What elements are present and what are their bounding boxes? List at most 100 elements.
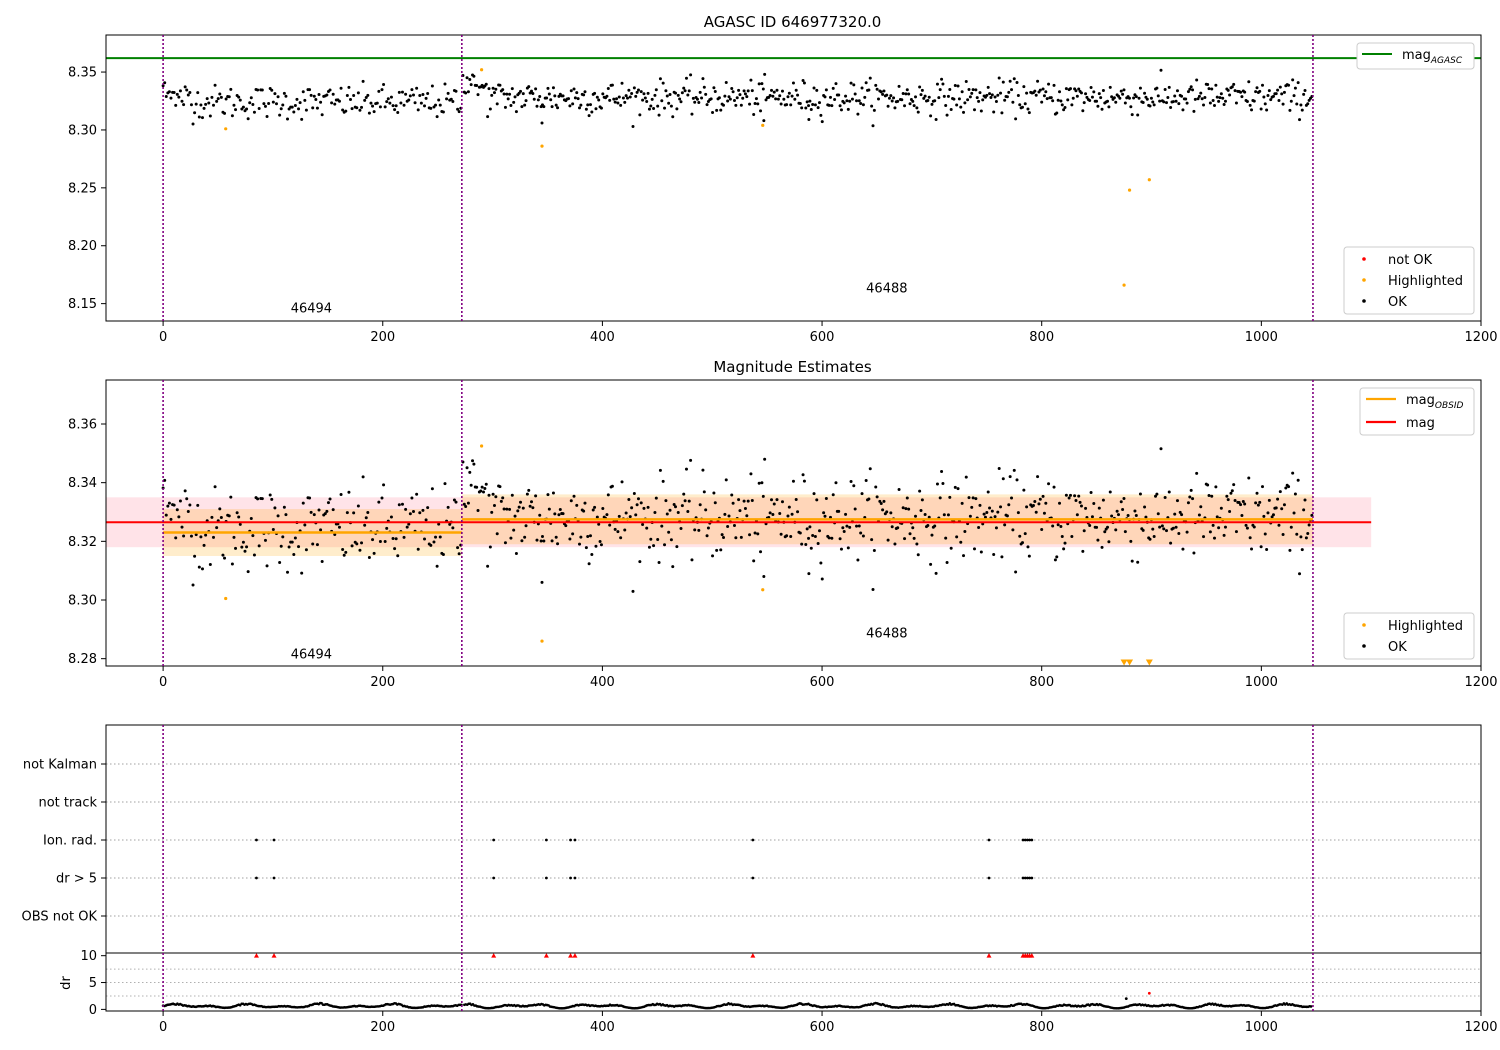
ok-point bbox=[652, 107, 656, 111]
ok-point bbox=[975, 96, 979, 100]
ok-point bbox=[617, 95, 621, 99]
ok-point bbox=[1278, 85, 1282, 89]
legend-frame bbox=[1343, 246, 1475, 315]
ok-point bbox=[382, 82, 386, 86]
ok-point bbox=[564, 524, 568, 528]
ok-point bbox=[1016, 511, 1020, 515]
ok-point bbox=[199, 103, 203, 107]
ok-point bbox=[1077, 494, 1081, 498]
ok-point bbox=[1215, 95, 1219, 99]
ok-point bbox=[193, 554, 197, 558]
ok-point bbox=[759, 550, 763, 554]
ok-point bbox=[410, 88, 414, 92]
ok-point bbox=[1060, 534, 1064, 538]
ok-point bbox=[241, 540, 245, 544]
ok-point bbox=[234, 108, 238, 112]
ok-point bbox=[935, 482, 939, 486]
ok-point bbox=[852, 83, 856, 87]
ok-point bbox=[962, 110, 966, 114]
ok-point bbox=[540, 580, 544, 584]
ok-point bbox=[293, 103, 297, 107]
ok-point bbox=[1145, 97, 1149, 101]
ok-point bbox=[634, 513, 638, 517]
ok-point bbox=[796, 93, 800, 97]
ok-point bbox=[628, 95, 632, 99]
panel1-agasc-magnitude: 46494 46488 0 200 400 600 800 1000 1200 8.15 8.20 8… bbox=[68, 34, 1498, 345]
ok-point bbox=[753, 101, 757, 105]
ok-point bbox=[503, 541, 507, 545]
ok-point bbox=[498, 485, 502, 489]
ok-point bbox=[1044, 501, 1048, 505]
ok-point bbox=[1078, 500, 1082, 504]
ok-point bbox=[512, 100, 516, 104]
ok-point bbox=[664, 89, 668, 93]
ok-point bbox=[653, 93, 657, 97]
ok-point bbox=[1265, 108, 1269, 112]
legend-marker bbox=[1362, 257, 1366, 261]
ok-point bbox=[1232, 82, 1236, 86]
panel1-title: AGASC ID 646977320.0 bbox=[704, 13, 882, 31]
dr-clipped-marker bbox=[543, 953, 549, 958]
ok-point bbox=[1206, 483, 1210, 487]
ok-point bbox=[274, 102, 278, 106]
ok-point bbox=[276, 95, 280, 99]
ok-point bbox=[1192, 551, 1196, 555]
ok-point bbox=[1008, 475, 1012, 479]
ok-point bbox=[796, 510, 800, 514]
ok-point bbox=[916, 553, 920, 557]
ok-point bbox=[970, 91, 974, 95]
ok-point bbox=[393, 108, 397, 112]
ok-point bbox=[579, 535, 583, 539]
ok-point bbox=[1070, 535, 1074, 539]
ok-point bbox=[243, 549, 247, 553]
ok-point bbox=[974, 88, 978, 92]
ok-point bbox=[719, 548, 723, 552]
ok-point bbox=[711, 111, 715, 115]
ok-point bbox=[265, 114, 269, 118]
ok-point bbox=[251, 534, 255, 538]
ok-point bbox=[323, 512, 327, 516]
highlighted-point bbox=[224, 596, 228, 601]
ok-point bbox=[333, 102, 337, 106]
ok-point bbox=[953, 83, 957, 87]
ok-point bbox=[798, 531, 802, 535]
ok-point bbox=[553, 512, 557, 516]
ok-point bbox=[1119, 500, 1123, 504]
ok-point bbox=[819, 113, 823, 117]
p2-xtick-label: 1000 bbox=[1245, 675, 1278, 690]
ok-point bbox=[713, 90, 717, 94]
ok-point bbox=[1255, 491, 1259, 495]
ok-point bbox=[667, 530, 671, 534]
ok-point bbox=[557, 513, 561, 517]
ok-point bbox=[735, 96, 739, 100]
ok-point bbox=[757, 82, 761, 86]
dr-clipped-marker bbox=[750, 953, 756, 958]
flag-event bbox=[1021, 838, 1025, 842]
ok-point bbox=[367, 111, 371, 115]
ok-point bbox=[712, 86, 716, 90]
ok-point bbox=[356, 91, 360, 95]
ok-point bbox=[215, 99, 219, 103]
ok-point bbox=[1221, 96, 1225, 100]
ok-point bbox=[200, 116, 204, 120]
flag-category-label: not track bbox=[38, 796, 97, 811]
ok-point bbox=[446, 91, 450, 95]
ok-point bbox=[494, 87, 498, 91]
ok-point bbox=[680, 504, 684, 508]
p1-axes-frame bbox=[105, 34, 1482, 322]
ok-point bbox=[872, 548, 876, 552]
ok-point bbox=[308, 496, 312, 500]
ok-point bbox=[490, 93, 494, 97]
ok-point bbox=[1047, 482, 1051, 486]
ok-point bbox=[410, 496, 414, 500]
ok-point bbox=[328, 88, 332, 92]
p4-ytick-label: 0 bbox=[89, 1003, 97, 1018]
ok-point bbox=[762, 119, 766, 123]
ok-point bbox=[584, 546, 588, 550]
ok-point bbox=[364, 516, 368, 520]
flag-category-label: Ion. rad. bbox=[43, 834, 97, 849]
ok-point bbox=[737, 88, 741, 92]
ok-point bbox=[1014, 570, 1018, 574]
ok-point bbox=[372, 551, 376, 555]
ok-point bbox=[1049, 96, 1053, 100]
